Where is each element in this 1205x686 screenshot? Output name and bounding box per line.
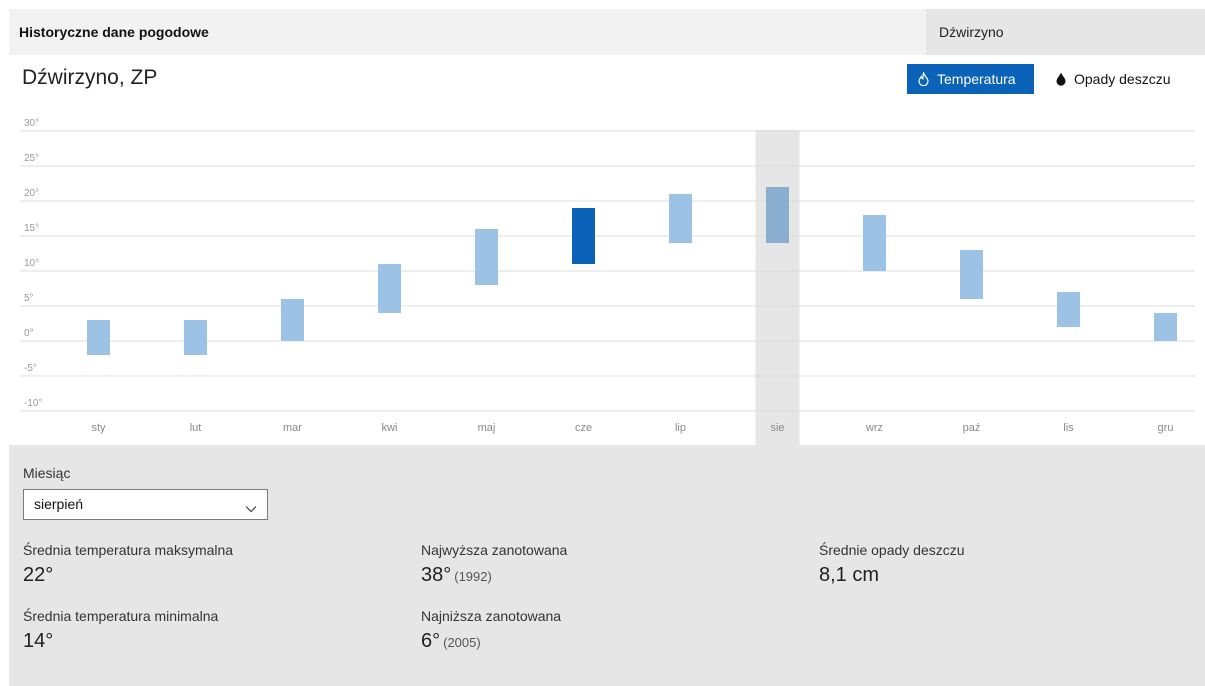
avg-min-value: 14°	[23, 630, 54, 652]
temperature-toggle-label: Temperatura	[937, 71, 1016, 87]
avg-max-value: 22°	[23, 564, 54, 586]
raindrop-icon	[1056, 72, 1066, 86]
record-low-value: 6°	[421, 630, 441, 652]
avg-max-label: Średnia temperatura maksymalna	[23, 542, 234, 558]
x-tick-label: sie	[770, 422, 784, 434]
temperature-bar-lis[interactable]	[1057, 292, 1080, 327]
y-tick-label: 30°	[24, 118, 39, 129]
y-tick-label: 20°	[24, 188, 39, 199]
flame-icon	[918, 72, 929, 86]
x-tick-label: wrz	[865, 422, 883, 434]
record-high-value: 38°	[421, 564, 452, 586]
temperature-bar-paź[interactable]	[960, 250, 983, 299]
temperature-bar-mar[interactable]	[281, 299, 304, 341]
app-title: Historyczne dane pogodowe	[19, 24, 209, 40]
y-tick-label: 10°	[24, 258, 39, 269]
record-high: 38° (1992)	[421, 564, 492, 587]
selected-month-column	[755, 130, 800, 445]
record-low-label: Najniższa zanotowana	[421, 608, 562, 624]
month-label: Miesiąc	[23, 465, 71, 481]
y-tick-label: 25°	[24, 153, 39, 164]
record-low-year: (2005)	[443, 635, 481, 650]
chevron-down-icon	[245, 500, 257, 516]
temperature-bar-sie[interactable]	[766, 187, 789, 243]
x-tick-label: lip	[675, 422, 686, 434]
location-search-input[interactable]: Dźwirzyno	[926, 9, 1205, 55]
x-tick-label: maj	[478, 422, 496, 434]
x-tick-label: paź	[963, 422, 981, 434]
temperature-bar-lut[interactable]	[184, 320, 207, 355]
record-high-year: (1992)	[454, 569, 492, 584]
record-high-label: Najwyższa zanotowana	[421, 542, 568, 558]
x-tick-label: kwi	[382, 422, 398, 434]
y-tick-label: 5°	[24, 293, 34, 304]
x-tick-label: lis	[1063, 422, 1074, 434]
avg-min-label: Średnia temperatura minimalna	[23, 608, 219, 624]
location-title: Dźwirzyno, ZP	[22, 66, 158, 89]
x-tick-label: sty	[91, 422, 106, 434]
rain-toggle-button[interactable]: Opady deszczu	[1052, 64, 1171, 94]
x-tick-label: gru	[1158, 422, 1174, 434]
temperature-bar-cze[interactable]	[572, 208, 595, 264]
record-low: 6° (2005)	[421, 630, 481, 653]
month-dropdown[interactable]: sierpień	[23, 489, 268, 520]
y-tick-label: -10°	[24, 398, 42, 409]
temperature-bar-gru[interactable]	[1154, 313, 1177, 341]
app-header: Historyczne dane pogodowe Dźwirzyno	[9, 9, 1205, 55]
y-tick-label: -5°	[24, 363, 37, 374]
x-tick-label: cze	[575, 422, 592, 434]
avg-rain-label: Średnie opady deszczu	[819, 542, 965, 558]
x-tick-label: mar	[283, 422, 302, 434]
temperature-toggle-button[interactable]: Temperatura	[907, 64, 1034, 94]
month-dropdown-value: sierpień	[34, 496, 84, 512]
avg-rain-value: 8,1 cm	[819, 564, 880, 586]
month-details-panel: Miesiąc sierpień Średnia temperatura mak…	[9, 445, 1205, 686]
temperature-bar-maj[interactable]	[475, 229, 498, 285]
temperature-bar-wrz[interactable]	[863, 215, 886, 271]
rain-toggle-label: Opady deszczu	[1074, 71, 1171, 87]
temperature-bar-lip[interactable]	[669, 194, 692, 243]
temperature-chart: 30° 25° 20° 15° 10° 5° 0° -5° -10° sty lut mar kwi ma…	[20, 118, 1195, 445]
y-tick-label: 0°	[24, 328, 34, 339]
temperature-bar-kwi[interactable]	[378, 264, 401, 313]
y-tick-label: 15°	[24, 223, 39, 234]
temperature-bar-sty[interactable]	[87, 320, 110, 355]
x-tick-label: lut	[190, 422, 202, 434]
